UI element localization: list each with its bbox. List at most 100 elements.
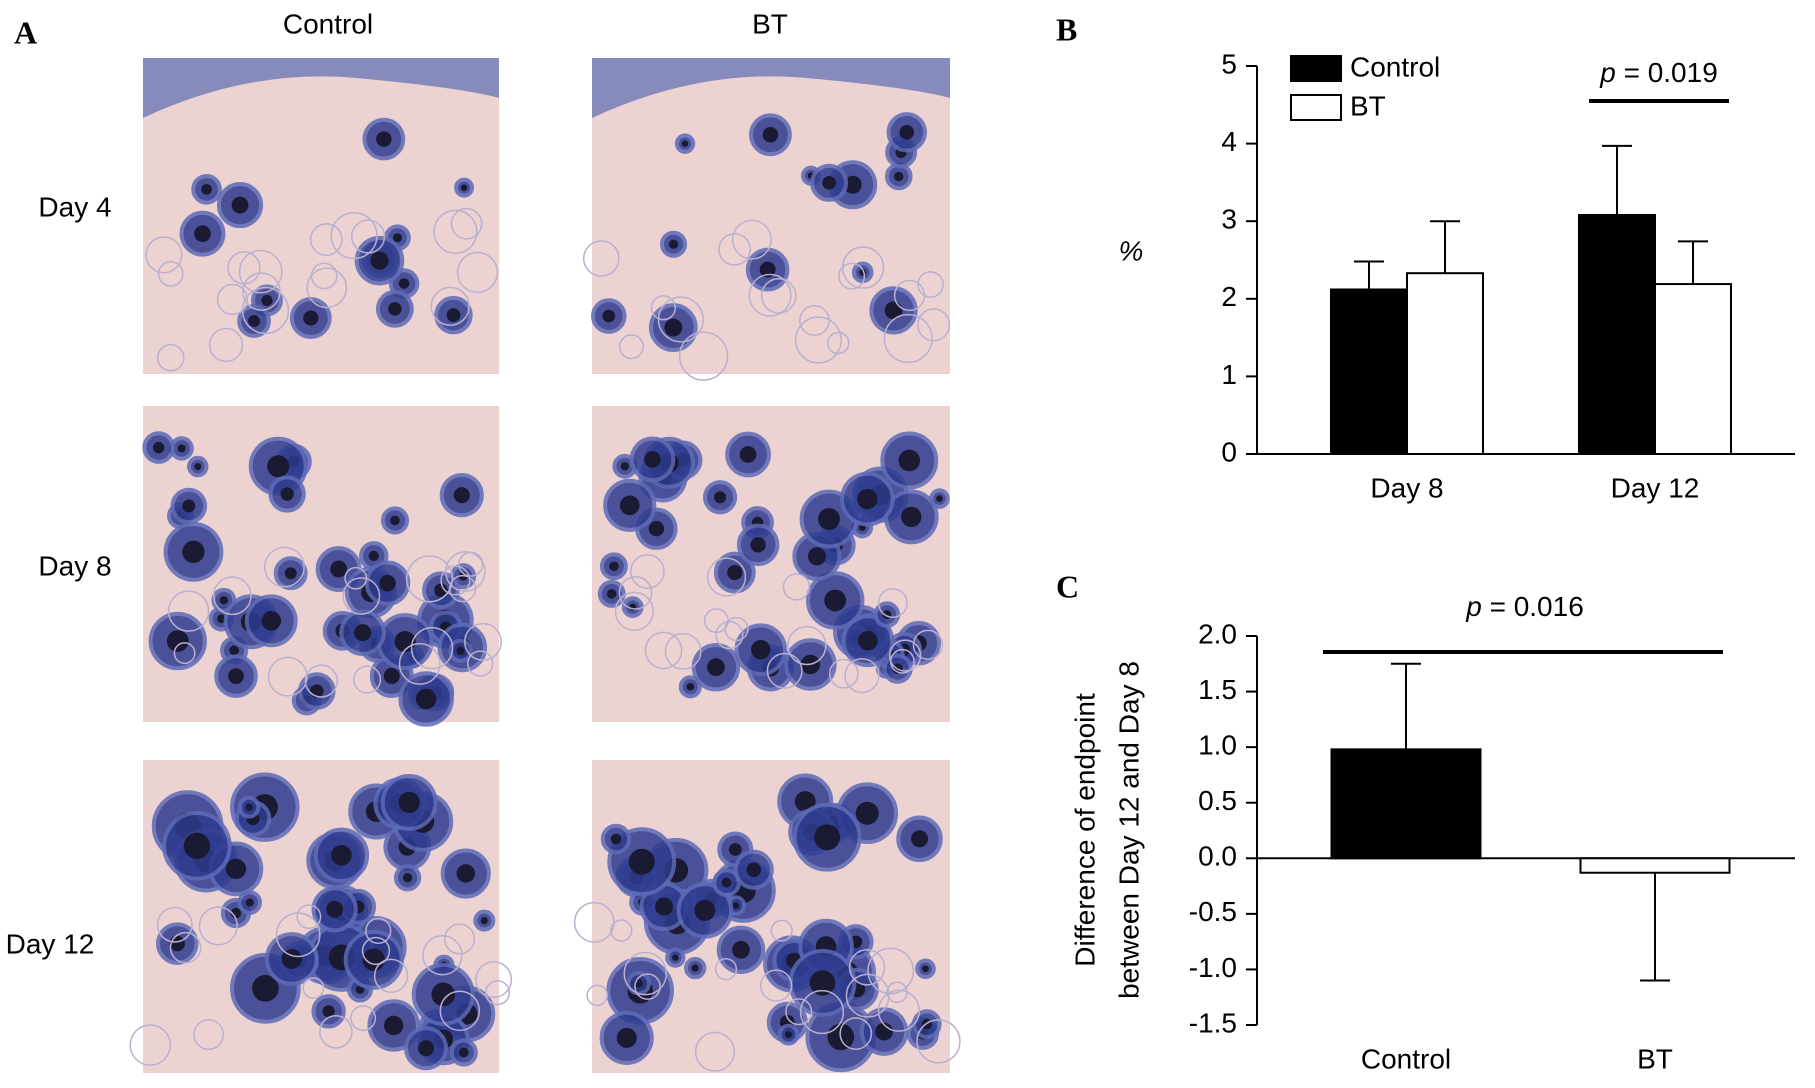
follicle-core	[602, 309, 616, 323]
follicle-core	[280, 487, 294, 501]
column-label: Control	[283, 8, 373, 39]
follicle-core	[303, 310, 319, 326]
follicle-core	[750, 537, 766, 553]
follicle-core	[620, 462, 629, 471]
follicle-core	[182, 499, 196, 513]
bar	[1330, 748, 1482, 860]
y-axis-label: %	[1119, 235, 1144, 266]
histology-image	[582, 58, 951, 381]
follicle-core	[894, 171, 904, 182]
fat-cell	[440, 565, 471, 596]
fat-cell	[877, 587, 908, 618]
legend-label: BT	[1350, 90, 1386, 121]
follicle-core	[794, 791, 816, 812]
fat-cell	[794, 316, 843, 364]
follicle-core	[383, 1015, 404, 1036]
fat-cell	[582, 240, 620, 277]
y-tick-label: 4	[1221, 126, 1237, 157]
bar	[1579, 857, 1731, 874]
fat-cell	[444, 551, 486, 592]
follicle-core	[402, 873, 413, 883]
follicle-core	[354, 624, 372, 642]
follicle-core	[857, 488, 878, 510]
follicle-core	[898, 449, 921, 472]
follicle-core	[394, 630, 416, 653]
fat-cell	[883, 313, 933, 364]
y-tick-label: -0.5	[1189, 896, 1237, 927]
follicle-core	[911, 830, 929, 848]
column-label: BT	[752, 8, 788, 39]
follicle-core	[784, 1031, 793, 1039]
y-tick-label: 2.0	[1198, 618, 1237, 649]
fat-cell	[352, 665, 382, 694]
fat-cell	[216, 283, 249, 316]
x-tick-label: Day 12	[1611, 472, 1700, 503]
follicle-core	[330, 560, 347, 578]
follicle-core	[456, 864, 476, 883]
follicle-core	[370, 251, 389, 270]
fat-cell	[787, 625, 827, 666]
fat-cell	[888, 639, 922, 672]
fat-cell	[319, 1014, 353, 1049]
y-tick-label: 0.0	[1198, 841, 1237, 872]
follicle-core	[415, 688, 437, 710]
fat-cell	[917, 308, 951, 342]
follicle-core	[628, 848, 655, 875]
fat-cell	[889, 648, 915, 674]
follicle-core	[648, 521, 665, 537]
fat-cell	[634, 973, 661, 1000]
follicle-core	[721, 877, 732, 888]
follicle-core	[379, 574, 396, 592]
y-tick-label: -1.5	[1189, 1007, 1237, 1038]
follicle-core	[231, 196, 249, 214]
follicle-core	[807, 547, 826, 566]
follicle-core	[388, 302, 402, 316]
fat-cell	[748, 273, 792, 317]
fat-cell	[365, 917, 392, 945]
follicle-core	[194, 225, 211, 243]
fat-cell	[678, 331, 729, 381]
fat-cell	[193, 1019, 225, 1050]
follicle-core	[183, 832, 210, 859]
follicle-core	[228, 668, 244, 685]
follicle-core	[261, 294, 273, 307]
x-tick-label: Control	[1361, 1043, 1451, 1074]
follicle-core	[446, 308, 461, 323]
follicle-core	[398, 278, 410, 289]
follicle-core	[434, 583, 448, 597]
follicle-core	[460, 184, 468, 191]
follicle-core	[694, 899, 716, 921]
follicle-core	[619, 495, 640, 516]
fat-cell	[799, 989, 845, 1035]
follicle-core	[843, 175, 862, 194]
follicle-core	[746, 862, 761, 877]
y-tick-label: 1.5	[1198, 674, 1237, 705]
row-label: Day 8	[38, 550, 111, 581]
x-tick-label: Day 8	[1370, 472, 1443, 503]
follicle-core	[368, 550, 379, 561]
panel-label: C	[1056, 568, 1079, 604]
follicle-core	[610, 833, 622, 845]
fat-cell	[156, 343, 185, 372]
fat-cell	[169, 931, 202, 964]
follicle-core	[458, 1047, 469, 1058]
y-tick-label: 2	[1221, 281, 1237, 312]
follicle-core	[936, 495, 943, 502]
fat-cell	[839, 1017, 873, 1050]
significance-label: p = 0.016	[1465, 591, 1584, 622]
follicle-core	[655, 897, 674, 916]
follicle-core	[376, 131, 392, 147]
fat-cell	[694, 1031, 736, 1072]
follicle-core	[922, 965, 929, 973]
fat-cell	[714, 957, 738, 981]
fat-cell	[828, 658, 859, 689]
follicle-core	[245, 898, 254, 907]
fat-cell	[650, 295, 677, 321]
follicle-core	[453, 487, 470, 504]
fat-cell	[760, 278, 797, 314]
legend-label: Control	[1350, 51, 1440, 82]
fat-cell	[208, 327, 244, 363]
fat-cell	[706, 557, 747, 597]
follicle-core	[672, 954, 679, 961]
fat-cell	[443, 923, 476, 955]
